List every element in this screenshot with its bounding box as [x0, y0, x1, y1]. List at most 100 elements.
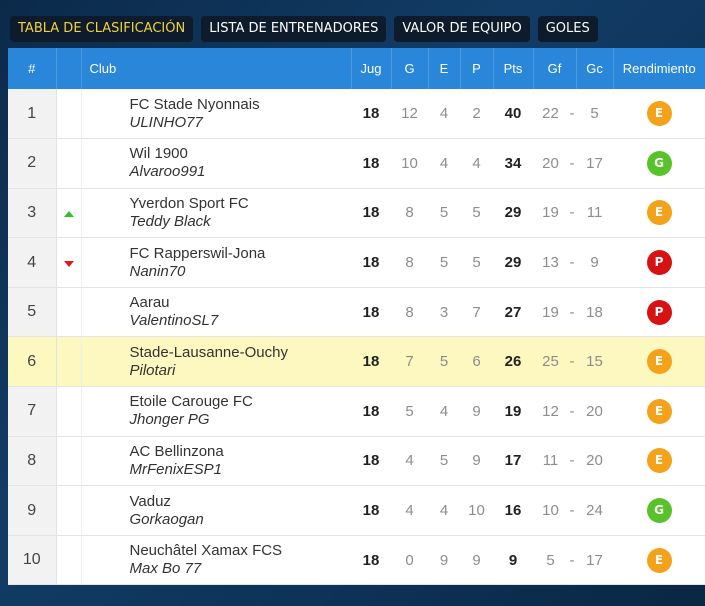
- club-cell[interactable]: Etoile Carouge FC Jhonger PG: [81, 386, 351, 437]
- col-header-points[interactable]: Pts: [493, 48, 534, 89]
- performance-badge: E: [646, 448, 672, 474]
- goals-against-cell: 9: [576, 237, 614, 288]
- performance-badge: E: [646, 398, 672, 424]
- club-cell[interactable]: Stade-Lausanne-Ouchy Pilotari: [81, 336, 351, 388]
- manager-name[interactable]: Nanin70: [129, 262, 186, 280]
- table-row[interactable]: 5 Aarau ValentinoSL7 18 8 3 7 27 19-18 P: [8, 287, 705, 338]
- team-name[interactable]: FC Stade Nyonnais: [129, 95, 260, 113]
- col-header-won[interactable]: G: [391, 48, 429, 89]
- club-cell[interactable]: Vaduz Gorkaogan: [81, 485, 351, 536]
- standings-table: # Club Jug G E P Pts Gf Gc Rendimiento 1…: [8, 48, 705, 586]
- club-cell[interactable]: Wil 1900 Alvaroo991: [81, 138, 351, 189]
- table-row[interactable]: 6 Stade-Lausanne-Ouchy Pilotari 18 7 5 6 26 25-1…: [8, 336, 705, 388]
- played-cell: 18: [351, 485, 391, 536]
- club-cell[interactable]: FC Rapperswil-Jona Nanin70: [81, 237, 351, 288]
- table-row[interactable]: 1 FC Stade Nyonnais ULINHO77 18 12 4 2 40 22-5 E: [8, 89, 705, 140]
- goals-against-cell: 15: [576, 336, 614, 388]
- performance-cell: P: [613, 287, 705, 338]
- team-name[interactable]: Aarau: [129, 294, 170, 312]
- position-cell: 2: [8, 138, 57, 189]
- points-cell: 9: [493, 535, 533, 586]
- goals-separator: -: [568, 89, 577, 140]
- col-header-goals-for[interactable]: Gf: [533, 48, 577, 89]
- team-name[interactable]: Etoile Carouge FC: [129, 393, 253, 411]
- manager-name[interactable]: Jhonger PG: [129, 411, 210, 429]
- header-row: # Club Jug G E P Pts Gf Gc Rendimiento: [8, 48, 705, 89]
- col-header-drawn[interactable]: E: [428, 48, 461, 89]
- performance-badge: E: [646, 101, 672, 127]
- table-row[interactable]: 7 Etoile Carouge FC Jhonger PG 18 5 4 9 19 12-20…: [8, 386, 705, 437]
- club-cell[interactable]: Neuchâtel Xamax FCS Max Bo 77: [81, 535, 351, 586]
- drawn-cell: 9: [428, 535, 460, 586]
- goals-for-cell: 12: [533, 386, 568, 437]
- manager-name[interactable]: Gorkaogan: [129, 510, 204, 528]
- team-name[interactable]: AC Bellinzona: [129, 442, 224, 460]
- col-header-trend: [56, 48, 82, 89]
- tab-goals[interactable]: GOLES: [537, 16, 598, 42]
- table-row[interactable]: 3 Yverdon Sport FC Teddy Black 18 8 5 5 29 19-11…: [8, 188, 705, 239]
- goals-against-cell: 24: [576, 485, 614, 536]
- tab-coaches-list[interactable]: LISTA DE ENTRENADORES: [201, 16, 387, 42]
- drawn-cell: 4: [428, 485, 460, 536]
- team-name[interactable]: Wil 1900: [129, 145, 188, 163]
- performance-cell: E: [613, 535, 705, 586]
- manager-name[interactable]: Teddy Black: [129, 212, 211, 230]
- tab-team-value[interactable]: VALOR DE EQUIPO: [394, 16, 530, 42]
- col-header-goals-against[interactable]: Gc: [576, 48, 614, 89]
- col-header-club[interactable]: Club: [81, 48, 352, 89]
- lost-cell: 10: [460, 485, 493, 536]
- trend-cell: [56, 436, 82, 487]
- position-cell: 5: [8, 287, 57, 338]
- manager-name[interactable]: Max Bo 77: [129, 560, 202, 578]
- drawn-cell: 5: [428, 336, 460, 388]
- trend-cell: [56, 89, 82, 140]
- club-cell[interactable]: FC Stade Nyonnais ULINHO77: [81, 89, 351, 140]
- goals-against-cell: 5: [576, 89, 614, 140]
- performance-cell: E: [613, 188, 705, 239]
- manager-name[interactable]: ValentinoSL7: [129, 312, 219, 330]
- trend-cell: [56, 386, 82, 437]
- team-name[interactable]: FC Rapperswil-Jona: [129, 244, 266, 262]
- tab-bar: TABLA DE CLASIFICACIÓN LISTA DE ENTRENAD…: [10, 16, 598, 42]
- col-header-pos[interactable]: #: [8, 48, 57, 89]
- points-cell: 26: [493, 336, 533, 388]
- performance-badge: P: [646, 299, 672, 325]
- team-name[interactable]: Stade-Lausanne-Ouchy: [129, 343, 288, 361]
- manager-name[interactable]: Pilotari: [129, 361, 176, 379]
- goals-separator: -: [568, 436, 577, 487]
- club-cell[interactable]: AC Bellinzona MrFenixESP1: [81, 436, 351, 487]
- col-header-lost[interactable]: P: [460, 48, 494, 89]
- points-cell: 40: [493, 89, 533, 140]
- table-row[interactable]: 10 Neuchâtel Xamax FCS Max Bo 77 18 0 9 9 9 5-17…: [8, 535, 705, 586]
- goals-against-cell: 20: [576, 386, 614, 437]
- goals-separator: -: [568, 138, 577, 189]
- club-cell[interactable]: Aarau ValentinoSL7: [81, 287, 351, 338]
- won-cell: 4: [391, 436, 428, 487]
- lost-cell: 9: [460, 436, 493, 487]
- team-name[interactable]: Vaduz: [129, 492, 171, 510]
- drawn-cell: 3: [428, 287, 460, 338]
- col-header-performance[interactable]: Rendimiento: [613, 48, 705, 89]
- col-header-played[interactable]: Jug: [351, 48, 392, 89]
- performance-cell: E: [613, 386, 705, 437]
- goals-for-cell: 11: [533, 436, 568, 487]
- table-row[interactable]: 2 Wil 1900 Alvaroo991 18 10 4 4 34 20-17 G: [8, 138, 705, 189]
- lost-cell: 9: [460, 535, 493, 586]
- club-cell[interactable]: Yverdon Sport FC Teddy Black: [81, 188, 351, 239]
- team-name[interactable]: Neuchâtel Xamax FCS: [129, 542, 283, 560]
- won-cell: 12: [391, 89, 428, 140]
- won-cell: 8: [391, 237, 428, 288]
- lost-cell: 6: [460, 336, 493, 388]
- performance-badge: E: [646, 200, 672, 226]
- tab-standings[interactable]: TABLA DE CLASIFICACIÓN: [10, 16, 194, 42]
- drawn-cell: 5: [428, 436, 460, 487]
- table-row[interactable]: 4 FC Rapperswil-Jona Nanin70 18 8 5 5 29 13-9 P: [8, 237, 705, 288]
- table-row[interactable]: 8 AC Bellinzona MrFenixESP1 18 4 5 9 17 11-20 E: [8, 436, 705, 487]
- table-row[interactable]: 9 Vaduz Gorkaogan 18 4 4 10 16 10-24 G: [8, 485, 705, 536]
- goals-separator: -: [568, 336, 577, 388]
- manager-name[interactable]: Alvaroo991: [129, 163, 206, 181]
- manager-name[interactable]: ULINHO77: [129, 113, 203, 131]
- goals-separator: -: [568, 188, 577, 239]
- manager-name[interactable]: MrFenixESP1: [129, 460, 223, 478]
- team-name[interactable]: Yverdon Sport FC: [129, 194, 249, 212]
